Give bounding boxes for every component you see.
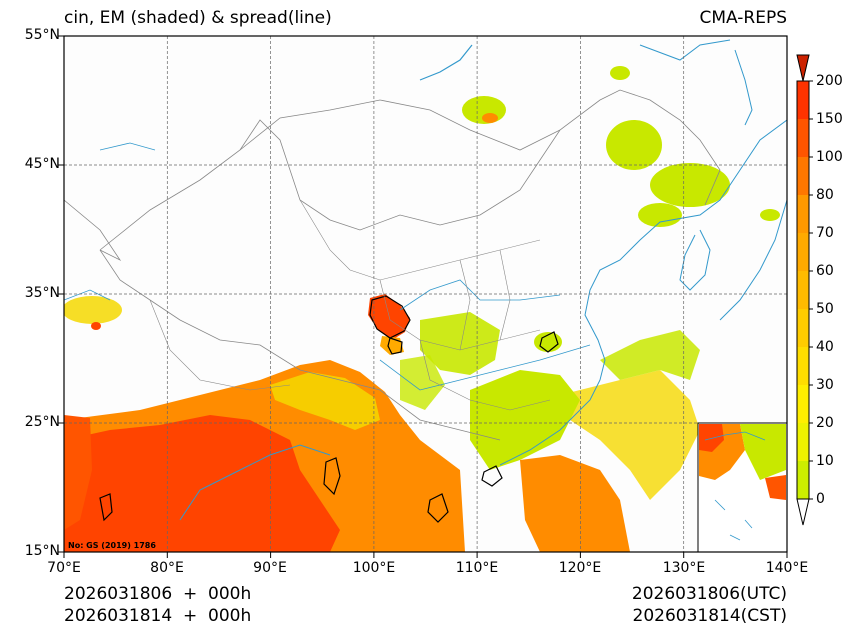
border-kazakhstan: [64, 199, 122, 262]
cin-field-sichuan-green: [400, 355, 445, 410]
coastline-okhotsk: [639, 39, 731, 61]
cin-field-northeast-3: [638, 203, 682, 227]
lat-label-45: 45°N: [24, 156, 60, 172]
colorbar-segment: [797, 309, 809, 347]
cin-field-coastal-green: [470, 370, 580, 470]
colorbar-segment: [797, 119, 809, 157]
colorbar-label-200: 200: [816, 73, 843, 89]
axis-ticks: [58, 35, 788, 558]
colorbar-label-60: 60: [816, 263, 834, 279]
coastline-bay-of-bengal: [179, 444, 331, 521]
colorbar-segment: [797, 347, 809, 385]
spread-contour-south-3: [427, 493, 449, 523]
cin-field-southwest-edge: [64, 415, 92, 530]
cin-field-south-china-sea: [520, 455, 630, 552]
colorbar-label-0: 0: [816, 491, 825, 507]
coastline-east: [499, 119, 787, 466]
map-stamp: No: GS (2019) 1786: [68, 541, 156, 550]
inset-map: [697, 422, 788, 553]
lon-label-80: 80°E: [150, 560, 184, 576]
colorbar-segment: [797, 195, 809, 233]
coastline-korea: [679, 229, 711, 291]
border-china-south: [99, 249, 501, 441]
lon-label-90: 90°E: [253, 560, 287, 576]
colorbar-segment: [797, 233, 809, 271]
lake-baikal: [419, 44, 473, 81]
river-yellow: [399, 279, 561, 311]
colorbar-label-100: 100: [816, 149, 843, 165]
river-west: [64, 289, 111, 301]
spread-contour-south-2: [323, 457, 341, 496]
colorbar-segment: [797, 461, 809, 499]
lat-label-15: 15°N: [24, 543, 60, 559]
river-yangtze: [379, 344, 591, 391]
colorbar-bottom-triangle: [796, 498, 810, 526]
colorbar-label-80: 80: [816, 187, 834, 203]
cin-field-mongolia-orange: [482, 113, 498, 123]
lon-label-110: 110°E: [455, 560, 499, 576]
colorbar-segment: [797, 423, 809, 461]
border-provinces-1: [299, 199, 541, 281]
cin-field-west-dot: [91, 322, 101, 330]
cin-field-sakhalin-patch: [610, 66, 630, 80]
lat-label-35: 35°N: [24, 285, 60, 301]
lon-label-100: 100°E: [352, 560, 396, 576]
border-china-north: [99, 89, 721, 251]
border-provinces-2: [379, 279, 541, 351]
cin-field-yellow-fringe: [270, 372, 380, 430]
cin-field-core: [64, 415, 340, 552]
lon-label-140: 140°E: [765, 560, 809, 576]
colorbar-segment: [797, 157, 809, 195]
cin-field-northeast-1: [606, 120, 662, 170]
colorbar-label-70: 70: [816, 225, 834, 241]
cin-field-northeast-2: [650, 163, 730, 207]
coastline-sakhalin: [734, 49, 753, 126]
border-mongolia: [239, 99, 561, 151]
cin-field-central-green: [420, 312, 500, 375]
spread-contour-east: [539, 331, 559, 353]
border-provinces-3: [419, 339, 551, 411]
init-time-utc: 2026031806 + 000h: [64, 584, 252, 604]
cin-field-japan-patch: [760, 209, 780, 221]
colorbar-segment: [797, 385, 809, 423]
colorbar-segment: [797, 81, 809, 119]
border-india: [149, 299, 291, 391]
spread-contour-southwest: [99, 493, 113, 522]
init-time-cst: 2026031814 + 000h: [64, 606, 252, 626]
lon-label-130: 130°E: [662, 560, 706, 576]
colorbar: [796, 54, 813, 526]
colorbar-label-10: 10: [816, 453, 834, 469]
spread-contour-plateau-2: [387, 337, 403, 355]
colorbar-label-30: 30: [816, 377, 834, 393]
graticule: [64, 36, 787, 552]
map-layer: [64, 36, 787, 552]
colorbar-label-50: 50: [816, 301, 834, 317]
valid-time-cst: 2026031814(CST): [632, 606, 787, 626]
cin-field-west-patch: [64, 296, 122, 324]
spread-contour-plateau: [369, 295, 411, 339]
border-provinces-4: [459, 249, 511, 351]
colorbar-label-40: 40: [816, 339, 834, 355]
colorbar-top-triangle: [796, 54, 810, 82]
model-name: CMA-REPS: [699, 8, 787, 28]
colorbar-label-20: 20: [816, 415, 834, 431]
spread-contour-south-1: [481, 465, 503, 487]
valid-time-utc: 2026031806(UTC): [631, 584, 787, 604]
inset-field-green: [740, 424, 786, 480]
lon-label-70: 70°E: [47, 560, 81, 576]
coastline-japan: [719, 199, 787, 321]
lat-label-25: 25°N: [24, 414, 60, 430]
lat-label-55: 55°N: [24, 27, 60, 43]
cin-field-scs-yellow: [560, 370, 700, 500]
colorbar-label-150: 150: [816, 111, 843, 127]
map-title: cin, EM (shaded) & spread(line): [64, 8, 332, 28]
river-northwest: [99, 142, 156, 151]
inset-coastline: [704, 431, 766, 541]
colorbar-segment: [797, 271, 809, 309]
cin-field-taiwan-strait: [600, 330, 700, 380]
lon-label-120: 120°E: [558, 560, 602, 576]
inset-field-red-2: [765, 475, 786, 500]
